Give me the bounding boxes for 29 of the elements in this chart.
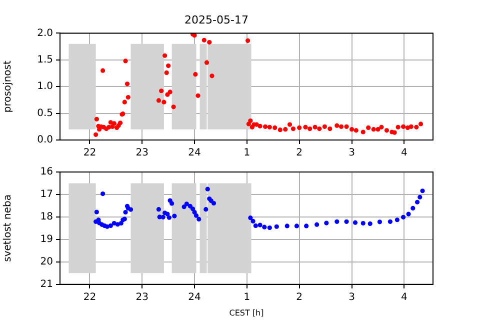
y-tick-label: 19 bbox=[40, 234, 53, 246]
y-tick-label: 20 bbox=[40, 256, 53, 268]
y-tick-label: 16 bbox=[40, 166, 53, 178]
x-axis-title: CEST [h] bbox=[229, 308, 264, 318]
x-tick-label: 3 bbox=[348, 148, 355, 159]
x-tick-label: 4 bbox=[400, 292, 408, 303]
x-tick-label: 24 bbox=[188, 292, 201, 303]
y-tick-label: 0.5 bbox=[37, 108, 53, 119]
x-tick-label: 2 bbox=[296, 292, 303, 303]
y-axis-title: prosojnost bbox=[2, 60, 14, 113]
y-tick-label: 2.0 bbox=[37, 28, 53, 39]
y-tick-label: 1.5 bbox=[37, 54, 53, 66]
x-tick-label: 24 bbox=[188, 148, 201, 159]
x-tick-label: 1 bbox=[244, 292, 250, 303]
chart-title: 2025-05-17 bbox=[184, 13, 248, 26]
x-tick-label: 23 bbox=[136, 148, 148, 159]
y-tick-label: 0.0 bbox=[37, 134, 53, 146]
x-tick-label: 22 bbox=[83, 148, 96, 159]
x-tick-label: 3 bbox=[348, 292, 355, 303]
y-tick-label: 17 bbox=[40, 189, 53, 200]
x-tick-label: 23 bbox=[136, 292, 148, 303]
y-tick-label: 18 bbox=[40, 212, 53, 223]
x-tick-label: 2 bbox=[296, 148, 303, 159]
x-tick-label: 1 bbox=[244, 148, 250, 159]
y-axis-title: svetlost neba bbox=[2, 194, 14, 262]
x-tick-label: 22 bbox=[83, 292, 96, 303]
y-tick-label: 21 bbox=[40, 278, 53, 290]
x-tick-label: 4 bbox=[400, 148, 408, 159]
y-tick-label: 1.0 bbox=[37, 81, 53, 92]
